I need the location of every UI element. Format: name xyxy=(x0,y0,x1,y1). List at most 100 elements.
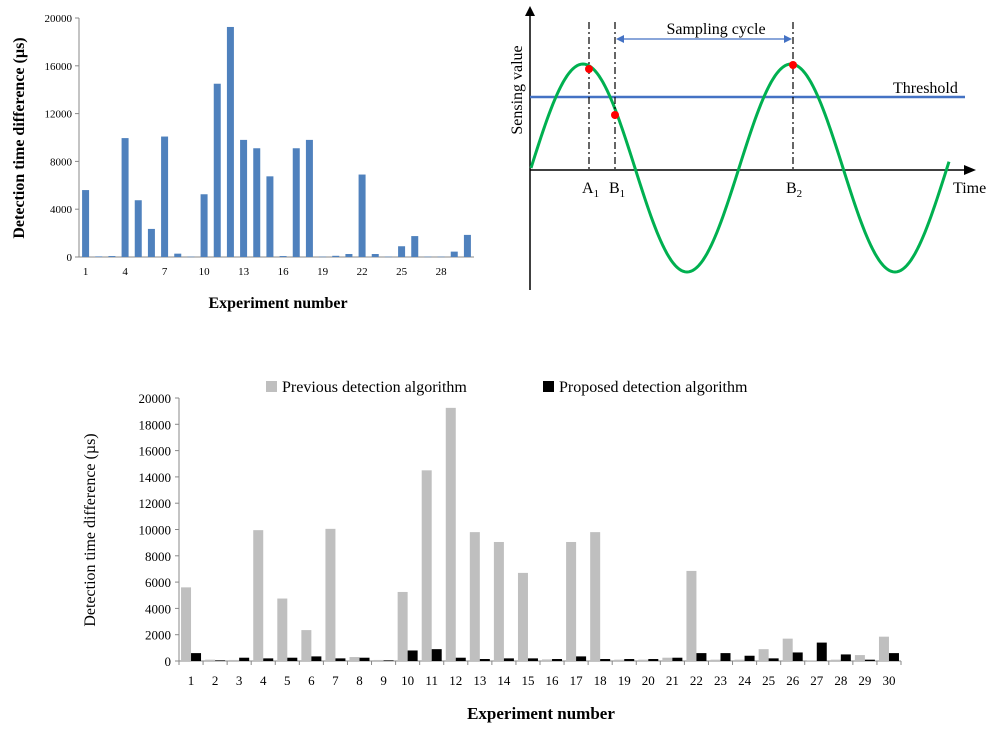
top-chart-y-axis-label: Detection time difference (µs) xyxy=(11,37,28,238)
bottom-chart-x-tick-label: 9 xyxy=(380,673,387,688)
top-chart-bar xyxy=(95,256,103,257)
bar-proposed xyxy=(576,656,587,661)
bar-previous xyxy=(493,541,504,661)
bottom-chart-x-tick-label: 25 xyxy=(762,673,775,688)
bar-previous xyxy=(710,659,721,661)
label-b1: B1 xyxy=(609,180,625,200)
bar-previous xyxy=(277,598,288,661)
bar-proposed xyxy=(479,659,490,661)
bar-proposed xyxy=(552,659,563,661)
bar-proposed xyxy=(407,650,418,661)
bottom-chart-x-tick-label: 23 xyxy=(714,673,727,688)
top-bar-chart: Detection time difference (µs) Experimen… xyxy=(11,13,474,312)
schematic-y-axis-label: Sensing value xyxy=(509,45,526,134)
schematic-y-axis-arrow xyxy=(525,6,535,16)
bar-proposed xyxy=(624,659,635,661)
top-chart-bar xyxy=(437,256,445,258)
bar-previous xyxy=(542,659,553,661)
top-chart-bar xyxy=(266,176,274,257)
bar-proposed xyxy=(431,649,442,661)
bottom-chart-x-tick-label: 16 xyxy=(546,673,560,688)
top-chart-x-tick-label: 13 xyxy=(238,266,250,278)
top-chart-bar xyxy=(463,234,471,257)
sampling-cycle-label: Sampling cycle xyxy=(666,21,765,38)
bar-previous xyxy=(734,659,745,661)
top-chart-y-tick-label: 0 xyxy=(67,252,73,264)
bottom-chart-y-tick-label: 2000 xyxy=(145,628,171,643)
bar-previous xyxy=(662,657,673,661)
legend-label-previous: Previous detection algorithm xyxy=(282,379,467,396)
bar-proposed xyxy=(744,655,755,661)
bar-previous xyxy=(517,572,528,661)
bottom-chart-x-tick-label: 6 xyxy=(308,673,315,688)
bottom-chart-x-tick-label: 30 xyxy=(882,673,895,688)
bottom-chart-y-tick-label: 12000 xyxy=(139,496,172,511)
bottom-chart-x-tick-label: 21 xyxy=(666,673,679,688)
schematic-x-axis-arrow xyxy=(964,165,976,175)
legend-label-proposed: Proposed detection algorithm xyxy=(559,379,748,396)
bar-proposed xyxy=(816,642,827,661)
bar-proposed xyxy=(864,659,875,661)
bottom-chart-x-tick-label: 27 xyxy=(810,673,824,688)
bottom-chart-x-tick-label: 18 xyxy=(594,673,607,688)
bar-proposed xyxy=(888,653,899,661)
bar-proposed xyxy=(287,657,298,661)
sample-point-b2 xyxy=(789,61,797,69)
bottom-chart-x-tick-label: 4 xyxy=(260,673,267,688)
top-chart-bar xyxy=(332,255,340,257)
top-chart-y-tick-label: 16000 xyxy=(45,61,73,73)
top-chart-y-tick-label: 8000 xyxy=(50,156,73,168)
bottom-chart-x-tick-label: 10 xyxy=(401,673,414,688)
bar-proposed xyxy=(720,653,731,661)
bottom-chart-x-tick-label: 12 xyxy=(449,673,462,688)
top-chart-x-tick-label: 25 xyxy=(396,266,408,278)
top-chart-y-tick-label: 12000 xyxy=(45,109,73,121)
bottom-chart-y-tick-label: 4000 xyxy=(145,601,171,616)
top-chart-x-tick-label: 28 xyxy=(436,266,448,278)
top-chart-x-tick-label: 16 xyxy=(278,266,290,278)
top-chart-x-tick-label: 7 xyxy=(162,266,168,278)
top-chart-bar xyxy=(161,136,169,257)
bar-proposed xyxy=(792,652,803,661)
top-chart-bar xyxy=(253,148,261,257)
top-chart-bar xyxy=(450,251,458,257)
top-chart-bar xyxy=(121,138,129,257)
sampling-cycle-arrowhead-left xyxy=(616,35,624,43)
bottom-chart-x-tick-label: 24 xyxy=(738,673,752,688)
bar-proposed xyxy=(335,658,346,661)
top-chart-bar xyxy=(108,256,116,257)
top-chart-x-tick-label: 10 xyxy=(199,266,211,278)
bottom-chart-x-tick-label: 7 xyxy=(332,673,339,688)
schematic-x-axis-label: Time xyxy=(953,180,986,197)
bar-previous xyxy=(373,659,384,661)
bar-previous xyxy=(614,659,625,661)
top-chart-bar xyxy=(305,139,313,257)
bar-proposed xyxy=(672,657,683,661)
bottom-chart-x-tick-label: 1 xyxy=(188,673,195,688)
bottom-chart-x-tick-label: 22 xyxy=(690,673,703,688)
top-chart-bar xyxy=(279,256,287,257)
bottom-chart-x-tick-label: 20 xyxy=(642,673,655,688)
bottom-chart-x-tick-label: 14 xyxy=(497,673,511,688)
bottom-chart-y-tick-label: 16000 xyxy=(139,444,172,459)
top-chart-bar xyxy=(371,254,379,257)
top-chart-bar xyxy=(411,236,419,257)
label-b2: B2 xyxy=(786,180,802,200)
bottom-chart-y-tick-label: 10000 xyxy=(139,523,172,538)
sensing-curve xyxy=(529,62,951,274)
bottom-chart-x-tick-label: 5 xyxy=(284,673,291,688)
bar-previous xyxy=(566,541,577,661)
bottom-chart-y-axis-label: Detection time difference (µs) xyxy=(82,433,99,626)
bar-previous xyxy=(686,570,697,661)
top-chart-bar xyxy=(384,256,392,258)
top-chart-bar xyxy=(424,256,432,258)
threshold-label: Threshold xyxy=(893,80,958,97)
sample-point-a1 xyxy=(585,65,593,73)
bottom-chart-y-tick-label: 6000 xyxy=(145,575,171,590)
legend-swatch-proposed xyxy=(543,381,554,392)
bar-previous xyxy=(253,530,264,661)
bar-proposed xyxy=(455,657,466,661)
top-chart-bar xyxy=(398,246,406,257)
top-chart-y-tick-label: 4000 xyxy=(50,204,73,216)
bottom-chart-y-tick-label: 8000 xyxy=(145,549,171,564)
